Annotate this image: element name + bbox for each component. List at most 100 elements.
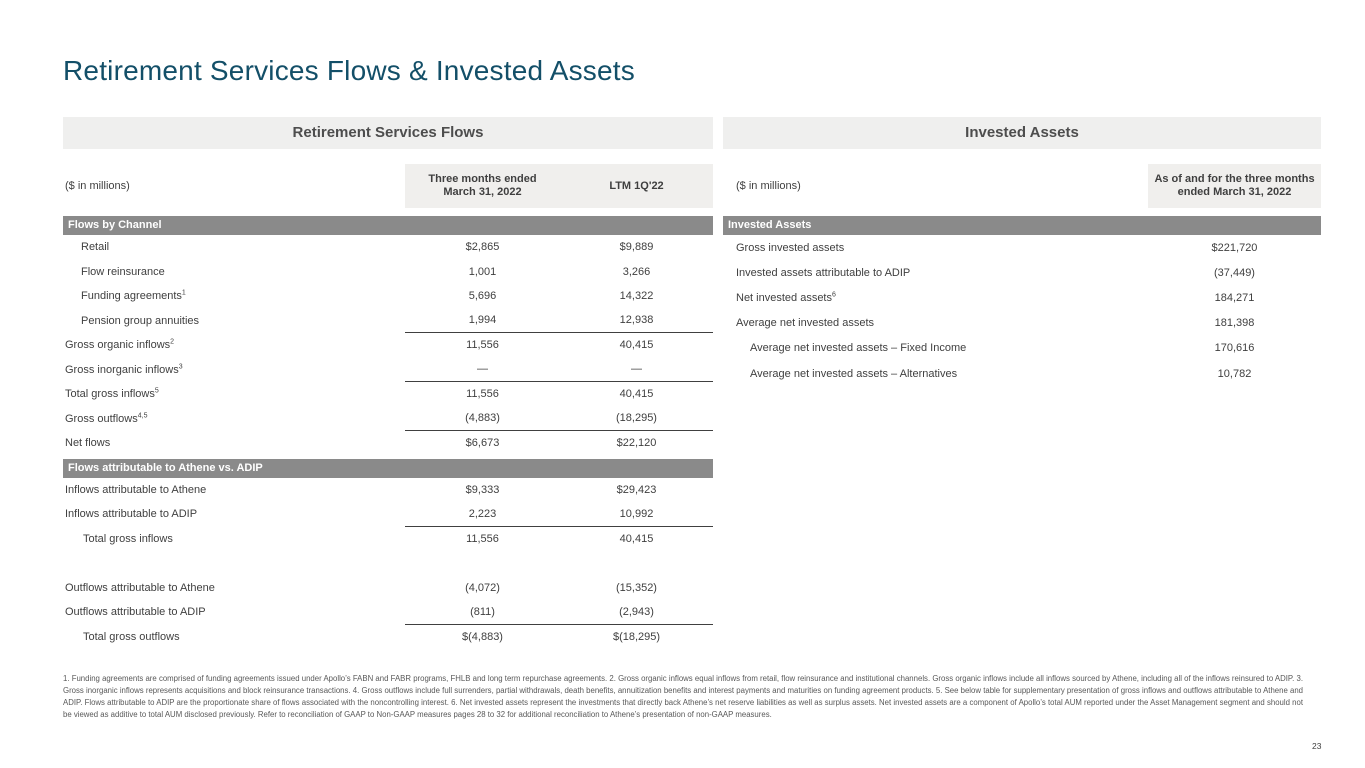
cell-ltm: 3,266: [622, 265, 651, 278]
cell-ltm: (2,943): [619, 605, 654, 618]
table-row: Gross organic inflows2 11,556 40,415: [63, 333, 713, 358]
cell-q1: (4,883): [465, 412, 500, 425]
footnote-ref: 1: [181, 289, 186, 297]
row-label: Inflows attributable to ADIP: [65, 508, 198, 521]
table-row: Gross invested assets $221,720: [723, 235, 1321, 260]
cell-q1: 5,696: [468, 290, 497, 303]
cell-q1: 1,001: [468, 265, 497, 278]
cell-q1: 2,223: [468, 507, 497, 520]
row-label: Gross inorganic inflows: [65, 363, 179, 376]
column-header-ltm-1q22: LTM 1Q'22: [609, 179, 664, 192]
row-label: Invested assets attributable to ADIP: [736, 266, 911, 279]
cell-q1: 11,556: [466, 388, 499, 401]
cell-q1: (811): [470, 605, 495, 618]
footnote-ref: 3: [178, 363, 183, 371]
table-row: Funding agreements1 5,696 14,322: [63, 284, 713, 309]
table-row: Retail $2,865 $9,889: [63, 235, 713, 260]
table-row: Total gross outflows $(4,883) $(18,295): [63, 625, 713, 650]
row-label: Net flows: [65, 437, 111, 450]
row-label: Net invested assets: [736, 291, 832, 304]
footnotes: 1. Funding agreements are comprised of f…: [63, 674, 1303, 720]
footnote-ref: 5: [154, 387, 159, 395]
table-row: Outflows attributable to ADIP (811) (2,9…: [63, 600, 713, 625]
cell-value: 170,616: [1214, 342, 1255, 355]
cell-ltm: —: [631, 363, 642, 376]
retirement-services-flows-table: ($ in millions) Three months ended March…: [63, 164, 713, 649]
section-bar-invested-assets: Invested Assets: [723, 216, 1321, 235]
row-label: Gross invested assets: [736, 241, 845, 254]
cell-value: (37,449): [1214, 266, 1255, 279]
right-panel-header: Invested Assets: [723, 117, 1321, 149]
table-row: Outflows attributable to Athene (4,072) …: [63, 576, 713, 601]
footnote-ref: 6: [832, 291, 836, 299]
table-row: Inflows attributable to ADIP 2,223 10,99…: [63, 502, 713, 527]
row-label: Total gross outflows: [83, 630, 180, 643]
column-header-q1-2022: Three months ended March 31, 2022: [428, 173, 537, 198]
table-row: Net invested assets6 184,271: [723, 285, 1321, 310]
row-label: Outflows attributable to ADIP: [65, 606, 206, 619]
table-row: Pension group annuities 1,994 12,938: [63, 309, 713, 333]
table-row: Gross outflows4,5 (4,883) (18,295): [63, 407, 713, 431]
cell-q1: —: [477, 363, 488, 376]
table-row: Average net invested assets 181,398: [723, 311, 1321, 336]
cell-ltm: $29,423: [616, 483, 657, 496]
column-header-as-of: As of and for the three months ended Mar…: [1148, 164, 1321, 208]
row-label: Average net invested assets – Fixed Inco…: [750, 342, 967, 355]
table-row: Average net invested assets – Fixed Inco…: [723, 336, 1321, 361]
units-label: ($ in millions): [65, 180, 130, 192]
page-title: Retirement Services Flows & Invested Ass…: [63, 55, 635, 86]
cell-ltm: (15,352): [616, 581, 657, 594]
section-bar-flows-by-channel: Flows by Channel: [63, 216, 713, 235]
cell-ltm: 40,415: [619, 339, 654, 352]
row-label: Total gross inflows: [83, 532, 173, 545]
cell-value: 184,271: [1214, 291, 1255, 304]
cell-ltm: 10,992: [619, 507, 654, 520]
table-row: Net flows $6,673 $22,120: [63, 431, 713, 456]
row-label: Funding agreements: [81, 290, 182, 303]
cell-q1: 11,556: [466, 339, 499, 352]
cell-value: 181,398: [1214, 317, 1255, 330]
column-headers: Three months ended March 31, 2022 LTM 1Q…: [405, 164, 713, 208]
left-panel-header: Retirement Services Flows: [63, 117, 713, 149]
cell-ltm: 12,938: [619, 314, 654, 327]
column-header-row: ($ in millions) As of and for the three …: [723, 164, 1321, 208]
table-row: Invested assets attributable to ADIP (37…: [723, 260, 1321, 285]
table-row: Average net invested assets – Alternativ…: [723, 361, 1321, 386]
cell-ltm: 14,322: [619, 290, 654, 303]
row-label: Average net invested assets – Alternativ…: [750, 367, 958, 380]
row-label: Outflows attributable to Athene: [65, 581, 215, 594]
column-header-row: ($ in millions) Three months ended March…: [63, 164, 713, 208]
cell-ltm: (18,295): [616, 412, 657, 425]
cell-q1: $2,865: [465, 241, 500, 254]
row-label: Inflows attributable to Athene: [65, 483, 207, 496]
cell-ltm: 40,415: [619, 532, 654, 545]
cell-ltm: $22,120: [616, 437, 657, 450]
row-label: Flow reinsurance: [81, 265, 165, 278]
row-label: Pension group annuities: [81, 314, 200, 327]
cell-q1: 11,556: [466, 532, 499, 545]
table-row: Flow reinsurance 1,001 3,266: [63, 260, 713, 285]
row-label: Retail: [81, 241, 110, 254]
cell-q1: $(4,883): [462, 630, 503, 643]
units-label: ($ in millions): [736, 180, 801, 192]
row-label: Average net invested assets: [736, 317, 874, 330]
table-row: Total gross inflows 11,556 40,415: [63, 527, 713, 552]
cell-q1: $6,673: [465, 437, 500, 450]
cell-q1: $9,333: [465, 483, 500, 496]
row-label: Gross outflows: [65, 412, 138, 425]
table-row: Total gross inflows5 11,556 40,415: [63, 382, 713, 407]
footnote-ref: 4,5: [137, 412, 148, 420]
row-label: Total gross inflows: [65, 388, 155, 401]
table-row: Gross inorganic inflows3 — —: [63, 358, 713, 382]
cell-q1: 1,994: [468, 314, 497, 327]
cell-q1: (4,072): [465, 581, 500, 594]
row-label: Gross organic inflows: [65, 339, 171, 352]
table-row: Inflows attributable to Athene $9,333 $2…: [63, 478, 713, 503]
footnote-ref: 2: [170, 338, 175, 346]
cell-ltm: $9,889: [619, 241, 654, 254]
section-bar-flows-athene-vs-adip: Flows attributable to Athene vs. ADIP: [63, 458, 713, 478]
page-number: 23: [1312, 741, 1322, 751]
cell-value: 10,782: [1217, 367, 1252, 380]
cell-ltm: $(18,295): [612, 630, 661, 643]
